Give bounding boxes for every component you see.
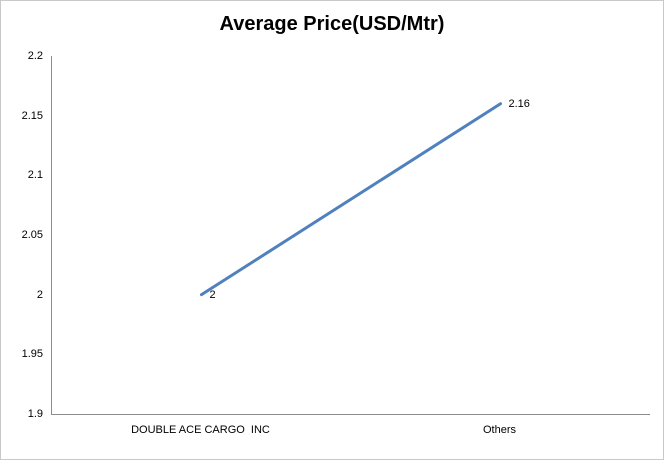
data-point-label: 2 xyxy=(209,288,216,301)
x-axis: DOUBLE ACE CARGO INC Others xyxy=(51,424,649,440)
y-axis-tick-label: 2.1 xyxy=(27,169,43,182)
y-axis-tick-label: 1.95 xyxy=(21,348,43,361)
x-axis-category-label: Others xyxy=(482,424,517,436)
chart-title: Average Price(USD/Mtr) xyxy=(219,13,445,35)
x-axis-category-label: DOUBLE ACE CARGO INC xyxy=(131,424,270,436)
price-line-series xyxy=(200,102,502,297)
y-axis-tick-label: 2 xyxy=(36,288,43,301)
y-axis: 2.2 2.15 2.1 2.05 2 1.95 1.9 xyxy=(1,50,43,420)
series-line xyxy=(200,102,502,297)
y-axis-tick-label: 2.2 xyxy=(27,50,43,62)
y-axis-tick-label: 1.9 xyxy=(27,408,43,420)
y-axis-tick-label: 2.15 xyxy=(21,109,43,122)
y-axis-tick-label: 2.05 xyxy=(21,229,43,241)
data-point-label: 2.16 xyxy=(508,97,530,110)
plot-area xyxy=(51,56,650,415)
